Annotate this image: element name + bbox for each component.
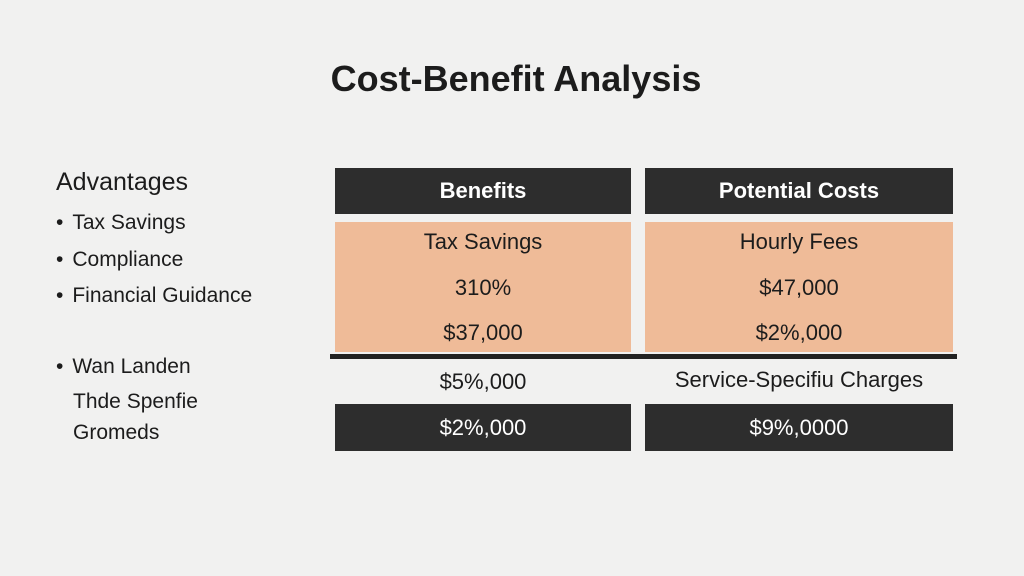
total-cell: $9%,0000	[645, 404, 953, 451]
table-header: Benefits	[335, 168, 631, 214]
list-item-line: Gromeds	[73, 421, 160, 444]
highlight-block	[645, 222, 953, 352]
list-heading: Advantages	[56, 168, 189, 196]
table-cell: Tax Savings	[423, 229, 543, 254]
table-cell: $2%,000	[755, 320, 843, 345]
table-cell: $37,000	[443, 320, 523, 345]
total-cell: $2%,000	[335, 404, 631, 451]
table-cell: Hourly Fees	[739, 229, 859, 254]
table-cell: Service-Specifiu Charges	[674, 367, 924, 392]
table-cell: $47,000	[759, 275, 839, 300]
highlight-block	[335, 222, 631, 352]
table-cell: 310%	[454, 275, 512, 300]
list-item: Financial Guidance	[56, 284, 252, 308]
table-cell: $5%,000	[439, 369, 527, 394]
list-item: Wan Landen	[56, 355, 190, 379]
list-item: Tax Savings	[56, 211, 185, 235]
list-item: Compliance	[56, 248, 183, 272]
table-rule	[330, 354, 957, 359]
table-header: Potential Costs	[645, 168, 953, 214]
list-item-line: Thde Spenfie	[73, 390, 198, 413]
title: Cost-Benefit Analysis	[330, 58, 702, 99]
